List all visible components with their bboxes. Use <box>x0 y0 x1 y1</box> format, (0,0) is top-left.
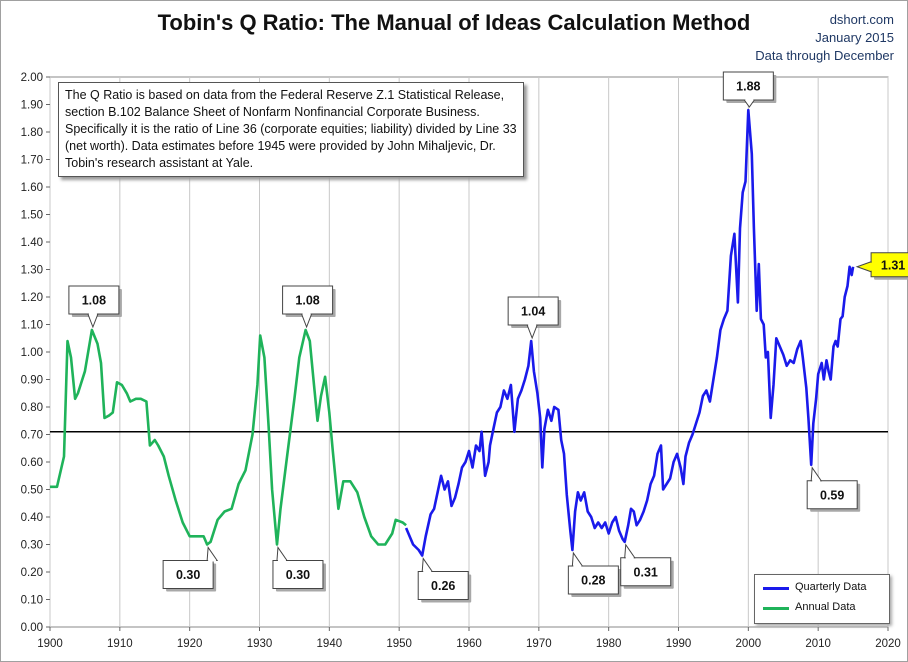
value-callout: 0.30 <box>162 546 219 592</box>
y-tick-label: 1.00 <box>21 347 43 359</box>
value-callout: 1.04 <box>507 296 562 340</box>
callout-box <box>68 285 120 315</box>
callout-box <box>507 296 559 326</box>
callout-box <box>567 565 619 595</box>
y-tick-label: 1.10 <box>21 320 43 332</box>
value-callout: 1.08 <box>68 285 122 329</box>
callout-box <box>417 571 469 600</box>
x-tick-label: 1920 <box>177 638 203 650</box>
callout-label: 0.30 <box>176 568 200 582</box>
series-line-annual <box>50 328 407 546</box>
x-tick-label: 1970 <box>526 638 552 650</box>
x-tick-label: 1940 <box>317 638 343 650</box>
x-tick-label: 1910 <box>107 638 133 650</box>
source-site: dshort.com <box>829 12 894 27</box>
callout-box <box>282 285 334 315</box>
value-callout: 0.31 <box>620 543 674 589</box>
chart-title: Tobin's Q Ratio: The Manual of Ideas Cal… <box>157 10 751 35</box>
value-callout: 1.08 <box>282 285 336 329</box>
y-tick-label: 0.00 <box>21 622 43 634</box>
y-tick-label: 1.30 <box>21 265 43 277</box>
y-tick-label: 0.70 <box>21 430 43 442</box>
value-callout: 0.28 <box>567 551 622 597</box>
callout-label: 0.30 <box>286 568 310 582</box>
value-callout: 1.88 <box>722 71 777 108</box>
y-tick-label: 1.80 <box>21 127 43 139</box>
callout-label: 1.04 <box>521 305 545 319</box>
x-tick-label: 1900 <box>37 638 63 650</box>
value-callout: 0.30 <box>272 546 326 592</box>
methodology-note: The Q Ratio is based on data from the Fe… <box>58 82 524 177</box>
y-tick-label: 0.30 <box>21 540 43 552</box>
y-tick-label: 1.50 <box>21 210 43 222</box>
series-line-quarterly <box>404 108 855 557</box>
x-tick-label: 1980 <box>596 638 622 650</box>
callout-label: 1.08 <box>295 294 319 308</box>
chart-legend: Quarterly Data Annual Data <box>754 574 890 624</box>
x-tick-label: 1960 <box>456 638 482 650</box>
value-callout: 1.31 <box>855 252 908 280</box>
y-tick-label: 1.70 <box>21 155 43 167</box>
callout-box <box>722 71 774 101</box>
y-tick-label: 1.90 <box>21 100 43 112</box>
y-tick-label: 2.00 <box>21 72 43 84</box>
x-tick-label: 1930 <box>247 638 273 650</box>
x-tick-label: 2000 <box>736 638 762 650</box>
legend-label-annual: Annual Data <box>795 601 856 613</box>
y-tick-label: 0.40 <box>21 512 43 524</box>
y-tick-label: 0.90 <box>21 375 43 387</box>
legend-swatch-quarterly <box>763 587 789 590</box>
y-tick-label: 1.20 <box>21 292 43 304</box>
legend-label-quarterly: Quarterly Data <box>795 581 867 593</box>
callout-label: 0.26 <box>431 579 455 593</box>
callout-box <box>806 480 858 510</box>
y-tick-label: 1.60 <box>21 182 43 194</box>
y-tick-label: 0.60 <box>21 457 43 469</box>
x-tick-label: 1950 <box>386 638 412 650</box>
y-tick-label: 0.50 <box>21 485 43 497</box>
callout-label: 1.08 <box>82 294 106 308</box>
callout-label: 0.59 <box>820 488 844 502</box>
value-callout: 0.59 <box>806 466 861 512</box>
legend-swatch-annual <box>763 607 789 610</box>
y-tick-label: 0.10 <box>21 595 43 607</box>
callout-box <box>272 560 324 589</box>
y-tick-label: 0.20 <box>21 567 43 579</box>
source-date: January 2015 <box>815 30 894 45</box>
callout-box <box>162 560 214 589</box>
callout-label: 1.88 <box>736 80 760 94</box>
value-callout: 0.26 <box>417 557 472 603</box>
data-coverage: Data through December <box>755 48 894 63</box>
callout-box <box>620 557 672 587</box>
y-tick-label: 0.80 <box>21 402 43 414</box>
callout-label: 0.28 <box>581 574 605 588</box>
callout-label: 1.31 <box>881 258 905 272</box>
x-tick-label: 1990 <box>666 638 692 650</box>
y-tick-label: 1.40 <box>21 237 43 249</box>
callout-label: 0.31 <box>634 565 658 579</box>
x-tick-label: 2010 <box>805 638 831 650</box>
x-tick-label: 2020 <box>875 638 901 650</box>
